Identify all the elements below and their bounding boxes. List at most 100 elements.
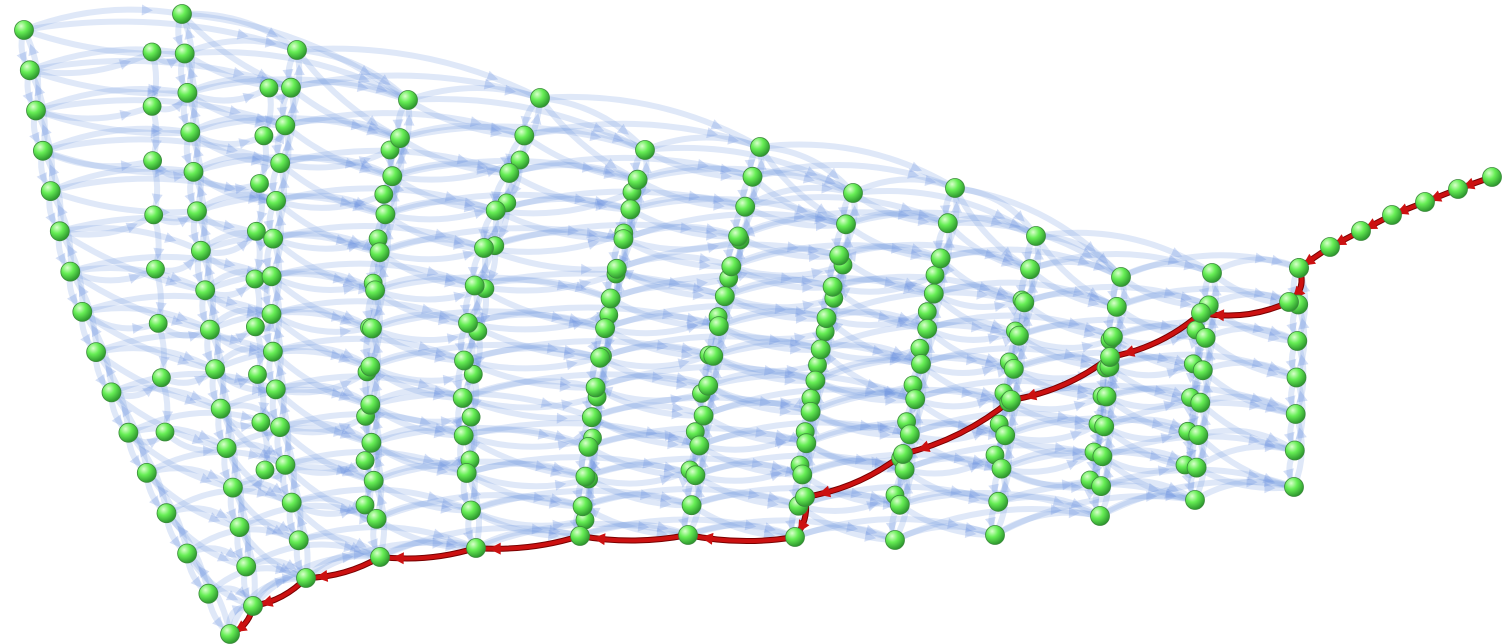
edge-arrowhead xyxy=(640,161,652,173)
edge-arrowhead xyxy=(339,502,352,514)
edge-arrowhead xyxy=(358,156,371,167)
edge-arrowhead xyxy=(707,242,719,253)
graph-node xyxy=(361,432,382,453)
graph-edge xyxy=(1098,478,1198,503)
graph-node xyxy=(142,42,162,62)
edge-arrowhead xyxy=(208,512,221,523)
edge-arrowhead xyxy=(844,251,857,262)
edge-arrowhead xyxy=(671,408,683,420)
edge-arrowhead xyxy=(987,333,1000,345)
graph-node xyxy=(728,226,748,247)
graph-node xyxy=(454,350,474,371)
graph-node xyxy=(183,161,204,182)
edge-arrowhead xyxy=(823,174,836,185)
edge-arrowhead xyxy=(347,241,360,253)
edge-arrowhead xyxy=(440,457,452,469)
edge-arrowhead xyxy=(384,157,396,169)
edge-arrowhead xyxy=(1254,252,1267,264)
path-arrowhead xyxy=(700,532,714,545)
edge-arrowhead xyxy=(869,496,881,508)
edge-arrowhead xyxy=(561,399,573,411)
graph-node xyxy=(995,425,1016,446)
edge-arrowhead xyxy=(1147,483,1160,494)
edge-arrowhead xyxy=(366,124,379,136)
edge-arrowhead xyxy=(667,438,679,450)
graph-edge xyxy=(56,225,204,254)
graph-node xyxy=(466,538,486,558)
graph-edge xyxy=(33,86,191,114)
edge-arrowhead xyxy=(759,395,771,407)
graph-node xyxy=(985,525,1005,545)
edge-arrowhead xyxy=(209,304,220,317)
edge-arrowhead xyxy=(290,477,301,490)
edge-arrowhead xyxy=(889,354,901,366)
edge-arrowhead xyxy=(795,203,808,215)
edge-arrowhead xyxy=(331,387,344,399)
edge-arrowhead xyxy=(885,394,897,406)
graph-edge xyxy=(243,541,383,570)
edge-arrowhead xyxy=(1087,296,1100,308)
edge-arrowhead xyxy=(232,67,245,78)
edge-arrowhead xyxy=(659,474,672,486)
edge-arrowhead xyxy=(265,27,279,38)
edge-arrowhead xyxy=(567,225,579,236)
graph-node xyxy=(1287,331,1308,351)
path-arrowhead xyxy=(488,542,501,555)
edge-arrowhead xyxy=(454,341,466,354)
graph-edge xyxy=(995,493,1103,519)
edge-arrowhead xyxy=(366,115,379,126)
edge-arrowhead xyxy=(712,336,723,349)
graph-edge xyxy=(1118,252,1302,280)
graph-edge xyxy=(721,293,830,322)
graph-node xyxy=(937,213,958,234)
graph-edge xyxy=(277,147,393,171)
graph-edge xyxy=(473,527,583,551)
graph-edge xyxy=(700,399,814,419)
edge-arrowhead xyxy=(859,419,872,431)
graph-edge xyxy=(369,308,609,332)
graph-node xyxy=(836,214,856,235)
graph-edge xyxy=(367,349,467,370)
graph-edge xyxy=(642,144,856,196)
graph-edge xyxy=(1202,334,1300,381)
edge-arrowhead xyxy=(849,205,861,217)
edge-arrowhead xyxy=(177,217,190,228)
graph-edge xyxy=(728,242,944,270)
graph-node xyxy=(142,96,162,116)
edge-arrowhead xyxy=(1250,392,1263,404)
edge-arrowhead xyxy=(1285,358,1297,371)
path-edge xyxy=(1108,311,1203,359)
edge-arrowhead xyxy=(1183,259,1196,271)
graph-node xyxy=(585,377,606,398)
graph-edge xyxy=(367,387,466,408)
edge-arrowhead xyxy=(129,454,141,467)
edge-arrowhead xyxy=(711,367,722,379)
graph-edge xyxy=(460,432,589,480)
edge-arrowhead xyxy=(339,380,352,391)
graph-edge xyxy=(373,500,474,522)
edge-arrowhead xyxy=(1253,287,1266,299)
edge-arrowhead xyxy=(1266,432,1279,443)
graph-node xyxy=(1100,347,1120,367)
edge-arrowhead xyxy=(980,386,993,398)
edge-arrowhead xyxy=(293,64,305,76)
edge-arrowhead xyxy=(883,385,896,396)
edge-arrowhead xyxy=(232,547,243,560)
edge-arrowhead xyxy=(91,325,102,338)
edge-arrowhead xyxy=(1170,392,1183,404)
graph-edge xyxy=(367,401,475,425)
edge-arrowhead xyxy=(67,244,78,257)
edge-arrowhead xyxy=(824,269,836,281)
graph-edge xyxy=(227,575,309,637)
edge-arrowhead xyxy=(1166,367,1179,379)
graph-node xyxy=(198,583,219,604)
edge-arrowhead xyxy=(500,155,511,168)
edge-arrowhead xyxy=(237,377,250,389)
edge-arrowhead xyxy=(713,199,725,211)
graph-edge xyxy=(367,341,604,370)
graph-edge xyxy=(370,477,474,514)
edge-arrowhead xyxy=(697,158,709,170)
graph-edge xyxy=(1027,251,1215,276)
edge-arrowhead xyxy=(1027,281,1039,294)
edge-arrowhead xyxy=(1080,352,1093,364)
